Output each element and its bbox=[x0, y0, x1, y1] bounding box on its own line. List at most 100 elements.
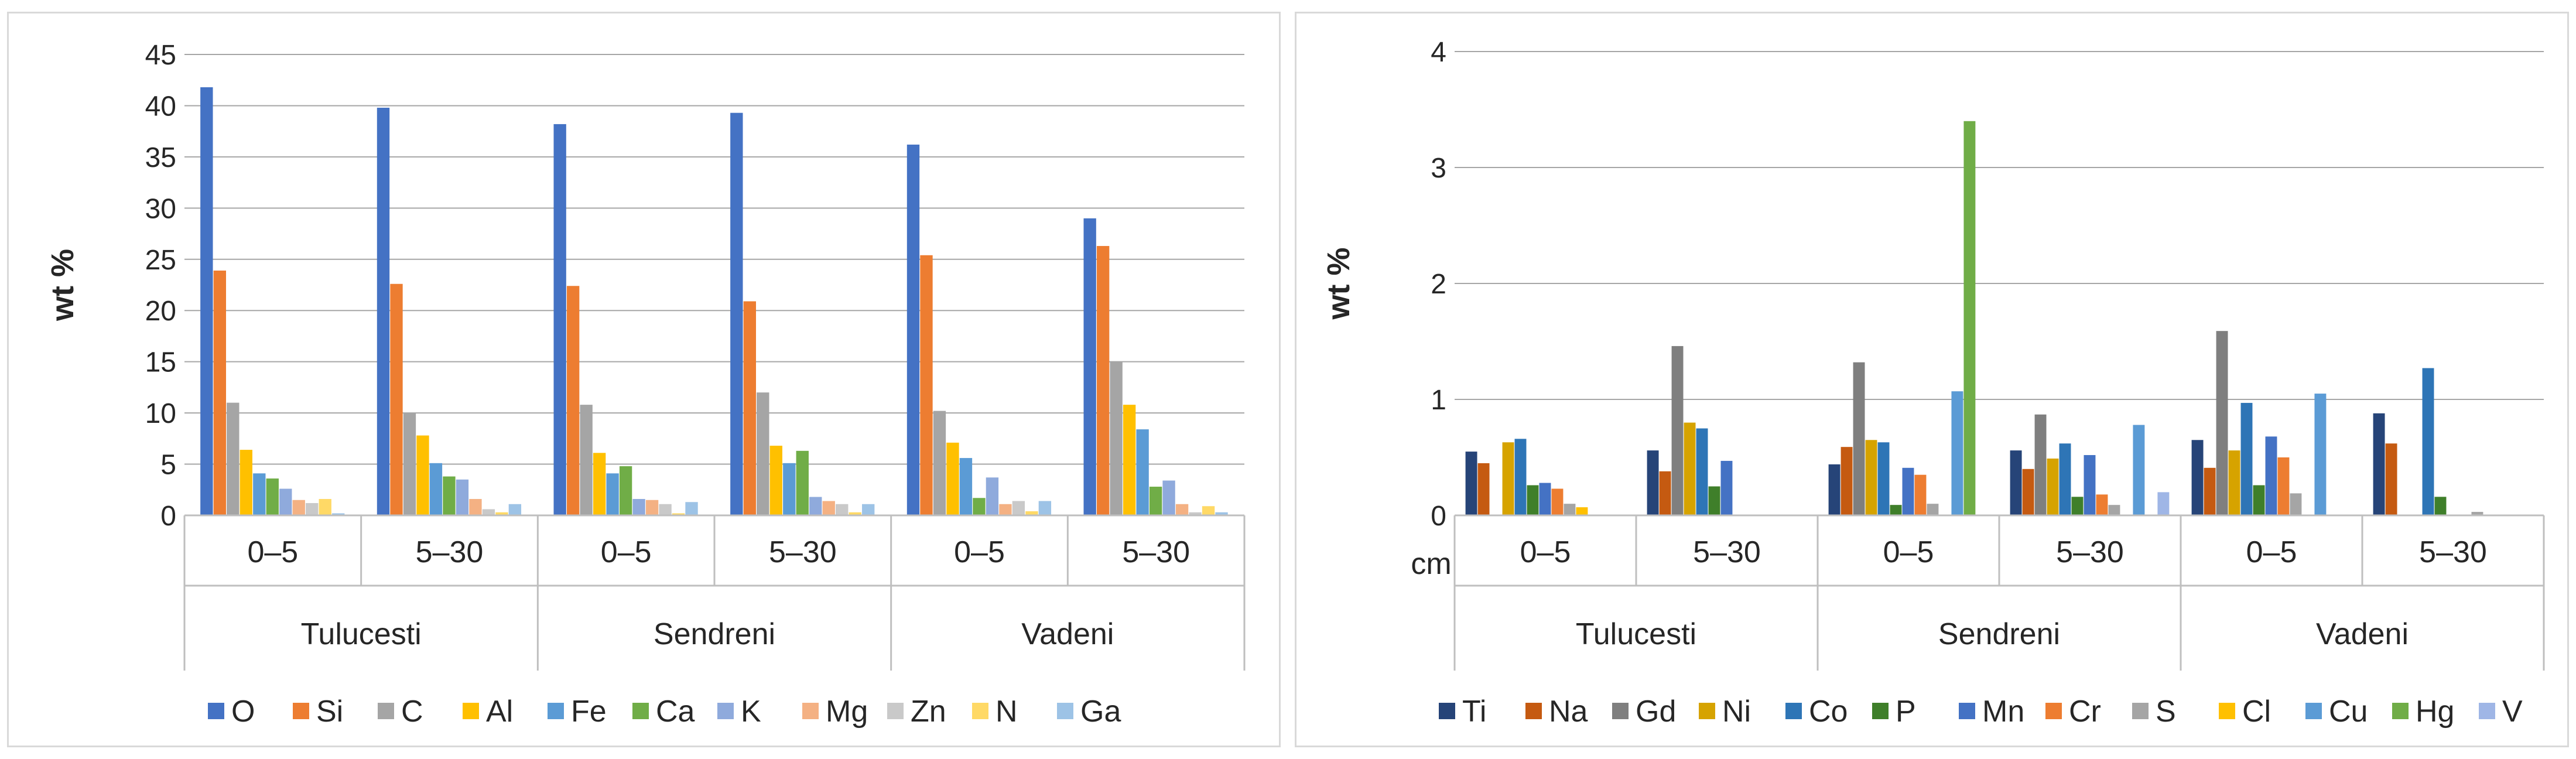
legend-swatch bbox=[2392, 703, 2409, 719]
legend-label: C bbox=[401, 695, 423, 729]
bar-K bbox=[632, 499, 645, 515]
bar-V bbox=[2157, 492, 2170, 515]
bar-O bbox=[906, 144, 920, 515]
bar-Mg bbox=[469, 499, 482, 515]
legend-swatch bbox=[1439, 703, 1455, 719]
x-tick-label: 0–5 bbox=[1520, 535, 1571, 569]
bar-Fe bbox=[606, 473, 619, 515]
x-tick-label: 5–30 bbox=[416, 535, 484, 569]
y-tick-label: 2 bbox=[1431, 269, 1446, 300]
bar-Mg bbox=[822, 501, 835, 515]
legend-label: V bbox=[2502, 695, 2523, 729]
legend-label: Ca bbox=[656, 695, 695, 729]
bar-Ti bbox=[1828, 464, 1841, 515]
x-tick-label: 0–5 bbox=[2246, 535, 2297, 569]
bar-K bbox=[986, 477, 999, 515]
legend-swatch bbox=[1872, 703, 1889, 719]
bar-Ga bbox=[332, 513, 345, 515]
legend-label: N bbox=[995, 695, 1018, 729]
y-tick-label: 0 bbox=[160, 501, 176, 532]
y-tick-label: 25 bbox=[145, 245, 176, 276]
x-tick-label: 5–30 bbox=[1122, 535, 1190, 569]
y-tick-label: 20 bbox=[145, 296, 176, 327]
x-tick-label: 0–5 bbox=[247, 535, 298, 569]
bar-Na bbox=[2022, 469, 2034, 515]
legend-label: Na bbox=[1549, 695, 1588, 729]
legend-label: Al bbox=[486, 695, 513, 729]
legend-label: Ni bbox=[1722, 695, 1751, 729]
bar-P bbox=[2434, 497, 2447, 515]
group-label: Sendreni bbox=[654, 617, 775, 651]
bar-Na bbox=[2204, 467, 2216, 515]
bar-C bbox=[757, 392, 769, 515]
bar-Mn bbox=[1902, 467, 1914, 515]
legend-swatch bbox=[1525, 703, 1542, 719]
x-axis-label: cm bbox=[1411, 547, 1451, 581]
bar-Al bbox=[593, 453, 606, 515]
legend-swatch bbox=[2219, 703, 2235, 719]
bar-Si bbox=[743, 301, 757, 515]
legend-swatch bbox=[1699, 703, 1715, 719]
bar-Fe bbox=[783, 463, 796, 515]
bar-P bbox=[1890, 505, 1902, 515]
legend-swatch bbox=[1612, 703, 1629, 719]
bar-Na bbox=[1477, 463, 1490, 515]
bar-Si bbox=[1096, 246, 1110, 515]
legend-label: Cr bbox=[2069, 695, 2101, 729]
legend-swatch bbox=[548, 703, 564, 719]
bar-Ti bbox=[1465, 452, 1477, 515]
bar-Gd bbox=[1671, 346, 1684, 515]
bar-Fe bbox=[253, 473, 266, 515]
y-tick-label: 10 bbox=[145, 398, 176, 429]
bar-Zn bbox=[482, 509, 495, 515]
legend-swatch bbox=[802, 703, 819, 719]
bar-N bbox=[1025, 511, 1038, 515]
bar-Gd bbox=[2034, 414, 2047, 515]
legend-swatch bbox=[632, 703, 649, 719]
bar-Ti bbox=[2373, 413, 2385, 515]
bar-Ti bbox=[2010, 450, 2022, 515]
bar-Na bbox=[1659, 471, 1671, 515]
bar-Al bbox=[416, 435, 429, 515]
bar-Al bbox=[769, 446, 782, 515]
legend-label: Ti bbox=[1462, 695, 1486, 729]
bar-Zn bbox=[306, 503, 319, 515]
bar-Na bbox=[1841, 447, 1853, 515]
legend-swatch bbox=[972, 703, 988, 719]
chart-panel-elements-trace: 0 1 2 3 4 wt % cm 0–5 5–30 0–5 5–30 0–5 5–30 Tulucest… bbox=[1295, 12, 2569, 747]
legend-label: K bbox=[741, 695, 761, 729]
y-tick-label: 15 bbox=[145, 347, 176, 378]
legend-label: P bbox=[1896, 695, 1916, 729]
bar-Mg bbox=[1175, 504, 1189, 515]
group-label: Sendreni bbox=[1938, 617, 2060, 651]
bar-Ga bbox=[862, 504, 875, 515]
bar-Ca bbox=[443, 476, 456, 515]
bar-Co bbox=[1514, 439, 1527, 515]
legend-swatch bbox=[463, 703, 479, 719]
legend-label: Zn bbox=[911, 695, 946, 729]
bar-Hg bbox=[1963, 121, 1976, 516]
y-axis-label: wt % bbox=[45, 249, 80, 322]
bar-Cu bbox=[2314, 394, 2327, 515]
bar-C bbox=[227, 402, 240, 515]
bar-N bbox=[849, 512, 861, 515]
bar-Ti bbox=[2191, 440, 2204, 515]
bar-Zn bbox=[1189, 512, 1202, 515]
bar-Co bbox=[2240, 402, 2253, 515]
legend-swatch bbox=[1785, 703, 1802, 719]
x-tick-label: 0–5 bbox=[954, 535, 1005, 569]
legend-swatch bbox=[1959, 703, 1975, 719]
legend-label: Si bbox=[316, 695, 343, 729]
legend-swatch bbox=[887, 703, 904, 719]
y-tick-label: 0 bbox=[1431, 501, 1446, 532]
bar-Al bbox=[1123, 405, 1136, 515]
bar-Ti bbox=[1647, 450, 1659, 515]
bar-Ni bbox=[1865, 440, 1877, 515]
bar-S bbox=[2108, 505, 2120, 515]
chart-trace-elements: 0 1 2 3 4 wt % cm 0–5 5–30 0–5 5–30 0–5 5–30 Tulucest… bbox=[1321, 37, 2545, 729]
bar-Cr bbox=[1551, 488, 1564, 515]
bar-Cr bbox=[1914, 474, 1927, 515]
bar-S bbox=[2471, 512, 2483, 515]
x-tick-label: 0–5 bbox=[601, 535, 652, 569]
bar-Al bbox=[946, 442, 959, 515]
